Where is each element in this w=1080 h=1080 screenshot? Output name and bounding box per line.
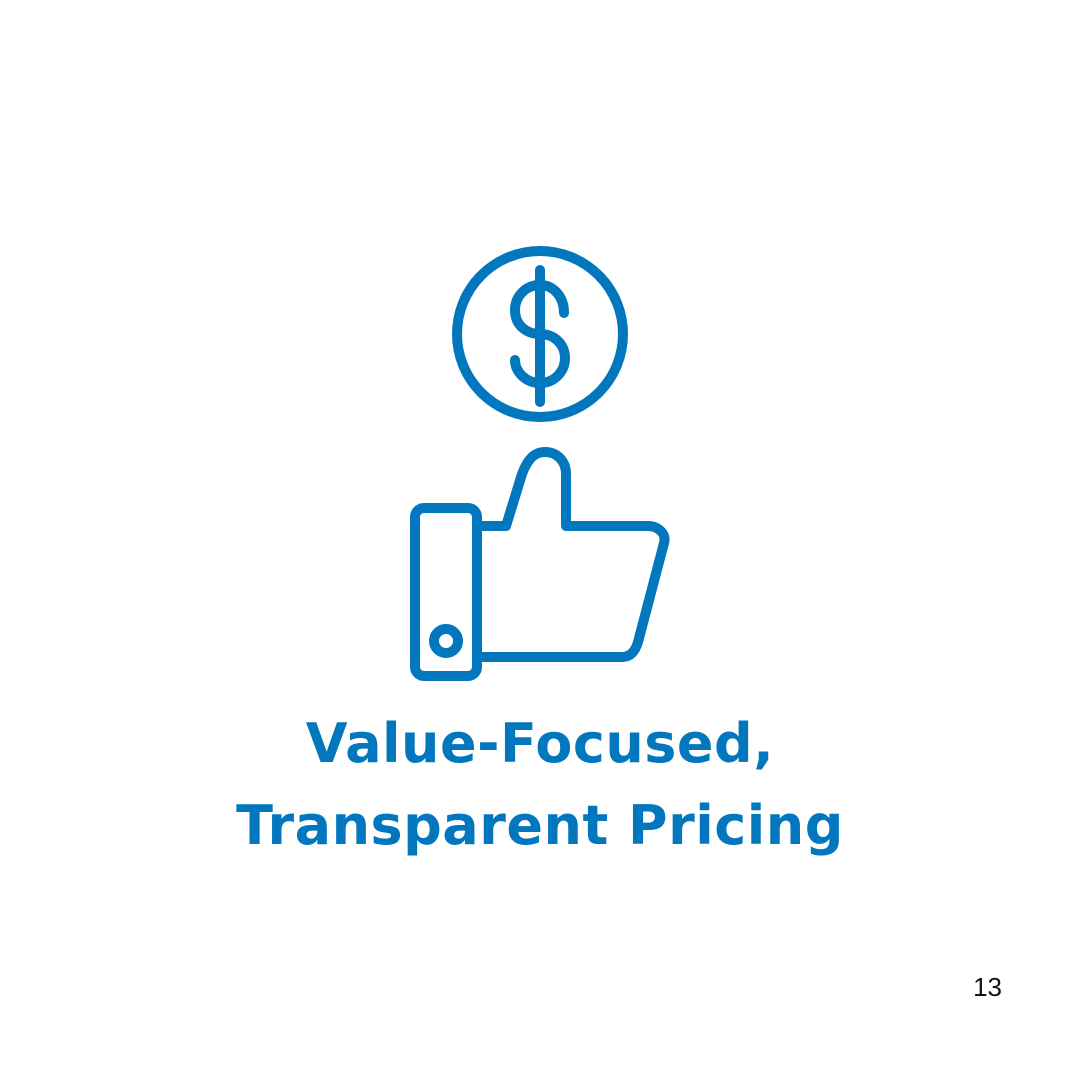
dollar-coin-icon [452,246,628,422]
heading-line-2: Transparent Pricing [236,794,844,857]
heading-line-1: Value-Focused, [305,712,775,775]
page-number: 13 [973,972,1002,1002]
thumbs-up-icon [410,447,670,681]
